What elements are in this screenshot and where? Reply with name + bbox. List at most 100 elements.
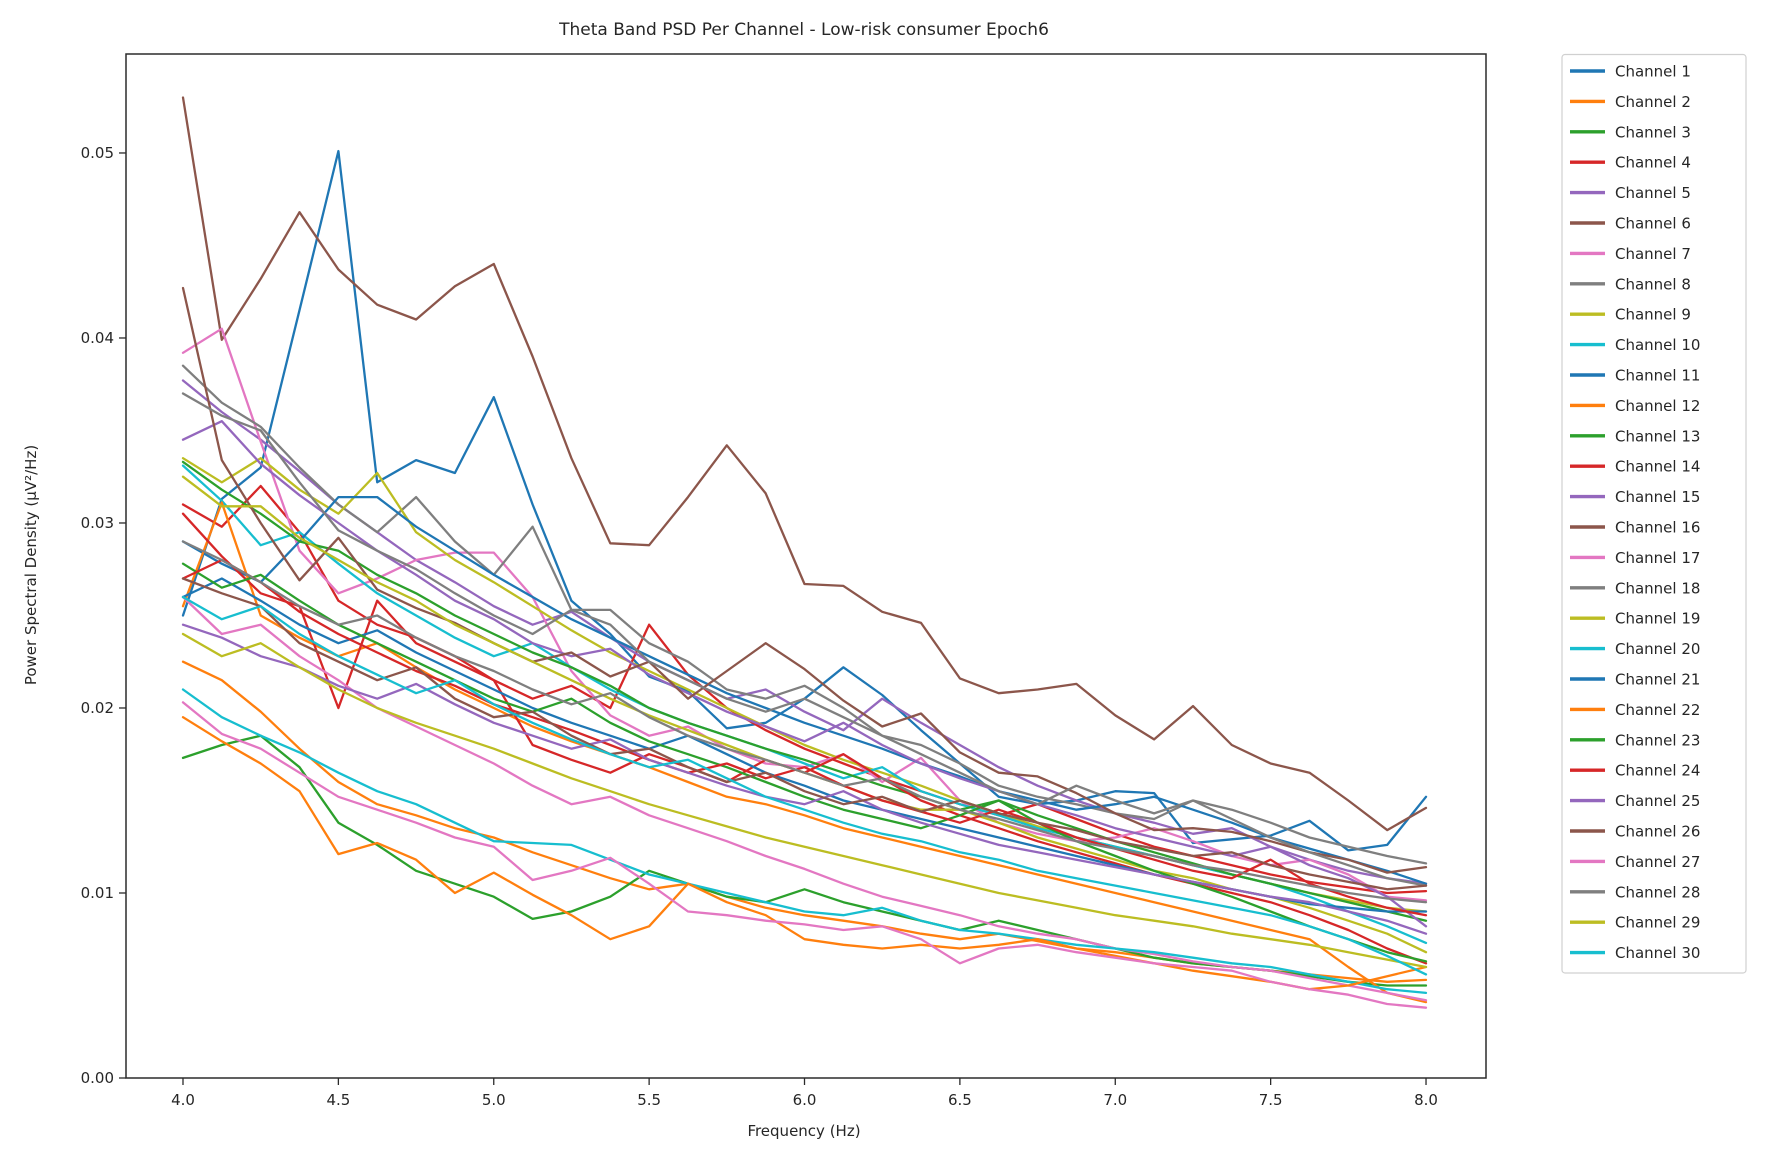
- legend-label: Channel 12: [1615, 397, 1700, 415]
- x-tick-label: 4.0: [171, 1091, 195, 1109]
- legend-label: Channel 5: [1615, 184, 1691, 202]
- series-line-channel-19: [181, 475, 1428, 954]
- legend-item-channel-15: Channel 15: [1570, 488, 1700, 506]
- legend-label: Channel 4: [1615, 154, 1691, 172]
- legend-item-channel-19: Channel 19: [1570, 610, 1700, 628]
- series-line-channel-8: [181, 364, 1428, 865]
- legend-item-channel-26: Channel 26: [1570, 823, 1700, 841]
- legend-item-channel-1: Channel 1: [1570, 63, 1691, 81]
- x-tick-label: 4.5: [326, 1091, 350, 1109]
- legend-item-channel-10: Channel 10: [1570, 336, 1700, 354]
- legend-item-channel-24: Channel 24: [1570, 762, 1700, 780]
- series-line-channel-22: [181, 716, 1428, 991]
- legend-label: Channel 26: [1615, 823, 1700, 841]
- plot-series: [181, 96, 1428, 1009]
- legend-box: [1561, 53, 1747, 974]
- legend-label: Channel 21: [1615, 671, 1700, 689]
- x-tick-label: 7.0: [1103, 1091, 1127, 1109]
- series-line-channel-23: [181, 562, 1428, 963]
- y-tick-label: 0.03: [81, 514, 114, 532]
- series-line-channel-16: [181, 286, 1428, 874]
- legend-item-channel-8: Channel 8: [1570, 275, 1691, 293]
- legend-item-channel-9: Channel 9: [1570, 306, 1691, 324]
- series-line-channel-29: [181, 632, 1428, 969]
- legend-label: Channel 1: [1615, 63, 1691, 81]
- legend-label: Channel 3: [1615, 123, 1691, 141]
- legend-label: Channel 13: [1615, 427, 1700, 445]
- legend-item-channel-23: Channel 23: [1570, 731, 1700, 749]
- legend-item-channel-29: Channel 29: [1570, 914, 1700, 932]
- legend-label: Channel 16: [1615, 519, 1700, 537]
- series-line-channel-4: [181, 484, 1428, 895]
- legend-label: Channel 2: [1615, 93, 1691, 111]
- legend-label: Channel 19: [1615, 610, 1700, 628]
- legend-item-channel-5: Channel 5: [1570, 184, 1691, 202]
- x-tick-label: 6.5: [948, 1091, 972, 1109]
- y-tick-label: 0.05: [81, 144, 114, 162]
- legend-item-channel-11: Channel 11: [1570, 367, 1700, 385]
- legend-item-channel-30: Channel 30: [1570, 944, 1700, 962]
- legend-item-channel-12: Channel 12: [1570, 397, 1700, 415]
- legend-item-channel-18: Channel 18: [1570, 579, 1700, 597]
- legend-item-channel-28: Channel 28: [1570, 883, 1700, 901]
- y-axis-label: Power Spectral Density (µV²/Hz): [22, 445, 40, 685]
- legend-label: Channel 15: [1615, 488, 1700, 506]
- series-line-channel-25: [181, 623, 1428, 935]
- legend-item-channel-22: Channel 22: [1570, 701, 1700, 719]
- x-tick-label: 5.0: [482, 1091, 506, 1109]
- series-line-channel-30: [181, 595, 1428, 976]
- series-line-channel-6: [181, 96, 1428, 832]
- chart-title: Theta Band PSD Per Channel - Low-risk co…: [558, 20, 1049, 40]
- legend-item-channel-13: Channel 13: [1570, 427, 1700, 445]
- series-line-channel-13: [181, 460, 1428, 922]
- legend-label: Channel 14: [1615, 458, 1700, 476]
- y-tick-label: 0.04: [81, 329, 114, 347]
- series-line-channel-17: [181, 595, 1428, 1002]
- legend-item-channel-25: Channel 25: [1570, 792, 1700, 810]
- legend: Channel 1 Channel 2 Channel 3 Channel 4 Chan…: [1561, 53, 1747, 974]
- legend-item-channel-21: Channel 21: [1570, 671, 1700, 689]
- x-tick-label: 8.0: [1414, 1091, 1438, 1109]
- y-tick-label: 0.00: [81, 1069, 114, 1087]
- legend-item-channel-3: Channel 3: [1570, 123, 1691, 141]
- legend-item-channel-4: Channel 4: [1570, 154, 1691, 172]
- x-tick-label: 7.5: [1259, 1091, 1283, 1109]
- legend-label: Channel 18: [1615, 579, 1700, 597]
- legend-label: Channel 8: [1615, 275, 1691, 293]
- legend-item-channel-27: Channel 27: [1570, 853, 1700, 871]
- series-line-channel-26: [181, 577, 1428, 891]
- legend-item-channel-2: Channel 2: [1570, 93, 1691, 111]
- legend-label: Channel 28: [1615, 883, 1700, 901]
- legend-label: Channel 9: [1615, 306, 1691, 324]
- legend-item-channel-6: Channel 6: [1570, 215, 1691, 233]
- x-tick-label: 5.5: [637, 1091, 661, 1109]
- series-line-channel-12: [181, 501, 1428, 1004]
- legend-item-channel-7: Channel 7: [1570, 245, 1691, 263]
- legend-item-channel-16: Channel 16: [1570, 519, 1700, 537]
- legend-label: Channel 23: [1615, 731, 1700, 749]
- y-tick-label: 0.02: [81, 699, 114, 717]
- legend-label: Channel 27: [1615, 853, 1700, 871]
- y-tick-label: 0.01: [81, 884, 114, 902]
- x-axis-label: Frequency (Hz): [747, 1122, 860, 1140]
- legend-label: Channel 30: [1615, 944, 1700, 962]
- series-line-channel-20: [181, 688, 1428, 995]
- legend-label: Channel 22: [1615, 701, 1700, 719]
- series-line-channel-18: [181, 392, 1428, 887]
- series-line-channel-27: [181, 701, 1428, 1009]
- x-tick-label: 6.0: [793, 1091, 817, 1109]
- plot-box: [125, 53, 1487, 1079]
- legend-label: Channel 20: [1615, 640, 1700, 658]
- legend-item-channel-20: Channel 20: [1570, 640, 1700, 658]
- legend-item-channel-14: Channel 14: [1570, 458, 1700, 476]
- legend-label: Channel 17: [1615, 549, 1700, 567]
- legend-label: Channel 29: [1615, 914, 1700, 932]
- legend-item-channel-17: Channel 17: [1570, 549, 1700, 567]
- legend-label: Channel 25: [1615, 792, 1700, 810]
- series-line-channel-28: [181, 540, 1428, 904]
- legend-label: Channel 11: [1615, 367, 1700, 385]
- legend-label: Channel 10: [1615, 336, 1700, 354]
- series-line-channel-24: [181, 558, 1428, 917]
